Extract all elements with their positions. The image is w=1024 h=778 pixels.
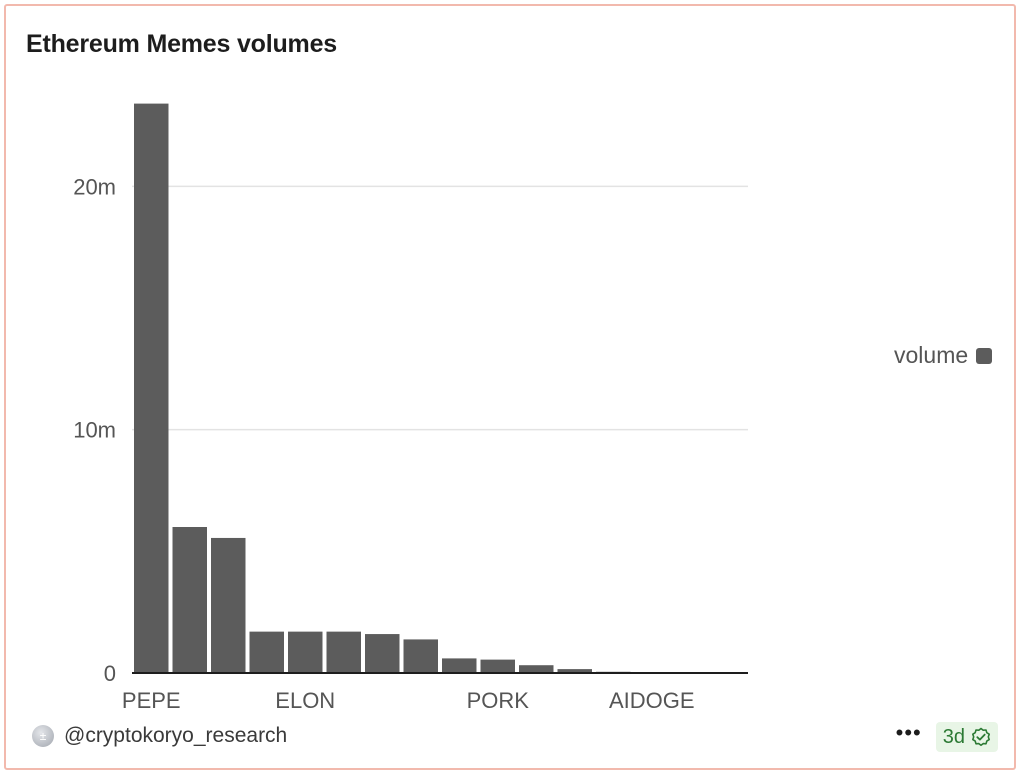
bar[interactable] [442, 658, 477, 673]
bar[interactable] [249, 631, 285, 673]
y-tick-label: 0 [104, 661, 116, 686]
avatar[interactable]: ± [32, 725, 54, 747]
bar[interactable] [403, 639, 439, 673]
bar[interactable] [326, 631, 362, 673]
bar-chart: 0 10m 20m PEPE ELON PORK AIDOGE [73, 103, 748, 713]
y-tick-label: 10m [73, 418, 116, 443]
bar[interactable] [519, 665, 554, 673]
chart-title: Ethereum Memes volumes [26, 30, 337, 58]
x-tick-label: ELON [275, 688, 335, 713]
age-text: 3d [942, 725, 965, 748]
x-tick-label: PORK [467, 688, 530, 713]
bar[interactable] [288, 631, 323, 673]
more-options-icon[interactable]: ••• [895, 720, 922, 745]
bar[interactable] [211, 537, 246, 673]
age-badge[interactable]: 3d [935, 722, 998, 752]
legend[interactable]: volume [894, 342, 993, 369]
card-actions: ••• 3d [896, 722, 998, 752]
bar[interactable] [134, 103, 169, 674]
bar[interactable] [172, 527, 208, 673]
legend-label: volume [894, 342, 969, 368]
bar[interactable] [480, 659, 516, 673]
chart-card: Ethereum Memes volumes volume ± @cryptok… [4, 4, 1016, 770]
x-tick-label: AIDOGE [609, 688, 695, 713]
author-info[interactable]: ± @cryptokoryo_research [32, 724, 287, 748]
author-handle[interactable]: @cryptokoryo_research [64, 724, 288, 747]
bar[interactable] [365, 634, 400, 673]
legend-swatch [976, 347, 993, 364]
x-tick-label: PEPE [122, 688, 181, 713]
verified-check-icon [972, 727, 990, 747]
bar[interactable] [557, 669, 593, 673]
y-tick-label: 20m [73, 174, 116, 199]
